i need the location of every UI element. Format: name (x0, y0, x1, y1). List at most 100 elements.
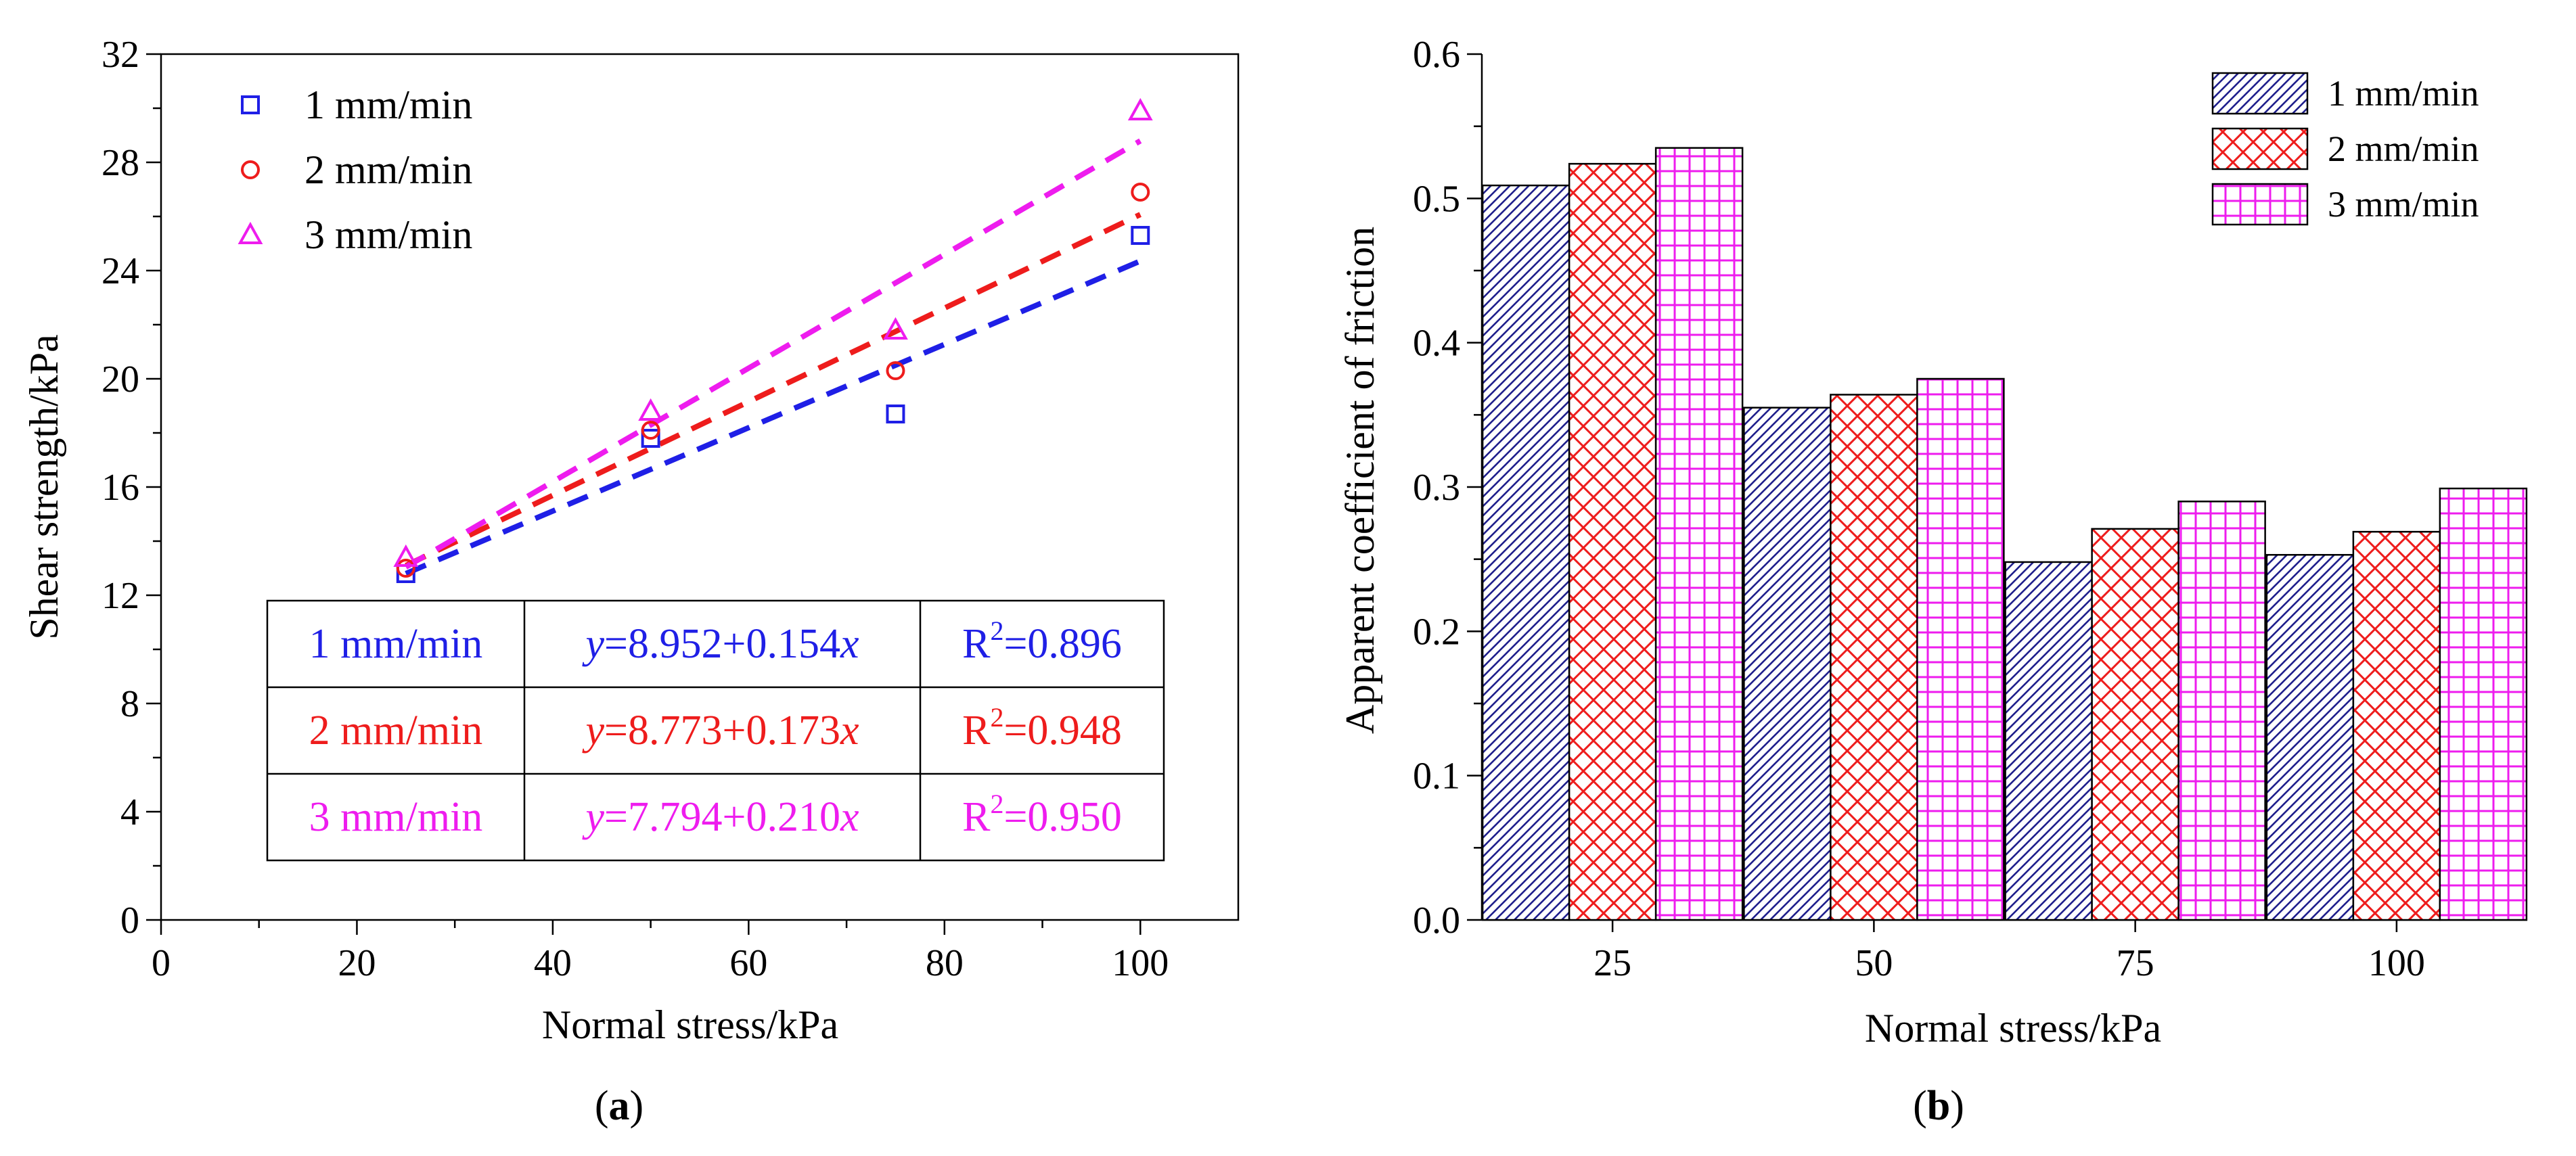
panel-a-y-axis-label: Shear strength/kPa (22, 334, 66, 640)
panel-b-y-tick-label: 0.5 (1413, 178, 1460, 220)
legend-marker-3-mm-min (238, 221, 263, 244)
panel-b-y-tick-label: 0.3 (1413, 467, 1460, 509)
bar-3-mm-min-75 (2177, 501, 2266, 921)
legend-marker-2-mm-min (241, 160, 260, 179)
fit-table-equation: y=8.773+0.173x (582, 708, 859, 754)
fit-eq-y: y (582, 794, 605, 840)
bar-1-mm-min-25 (1481, 184, 1571, 921)
data-point-1-mm-min (1131, 226, 1150, 245)
fit-line-1-mm-min (405, 258, 1142, 576)
panel-a-x-tick-label: 60 (729, 942, 767, 984)
fit-eq-body: =8.773+0.173 (604, 708, 840, 754)
data-point-1-mm-min (886, 404, 905, 423)
fit-r-value: =0.896 (1003, 621, 1121, 667)
fit-table-rate: 3 mm/min (309, 794, 483, 840)
panel-b-y-axis-label: Apparent coefficient of friction (1338, 227, 1382, 734)
panel-a-caption: (a) (595, 1083, 643, 1129)
panel-a-y-tick-label: 8 (120, 683, 139, 725)
fit-eq-x: x (840, 708, 859, 754)
fit-table-r-squared: R2=0.896 (962, 616, 1122, 667)
bar-2-mm-min-50 (1830, 394, 1918, 921)
panel-a-y-tick-label: 0 (120, 900, 139, 942)
fit-eq-x: x (840, 621, 859, 667)
panel-a-x-tick-label: 80 (926, 942, 964, 984)
fit-table-frame (266, 599, 1165, 862)
bar-1-mm-min-100 (2265, 554, 2355, 921)
fit-r-superscript: 2 (990, 702, 1003, 733)
panel-a-x-tick-label: 40 (534, 942, 572, 984)
legend-label: 2 mm/min (2328, 129, 2479, 169)
fit-line-2-mm-min (405, 212, 1142, 568)
fit-r-label: R (962, 621, 991, 667)
bar-2-mm-min-75 (2091, 528, 2179, 921)
panel-a-y-tick-label: 32 (101, 34, 139, 76)
data-point-2-mm-min (1131, 183, 1150, 202)
fit-r-value: =0.950 (1003, 794, 1121, 840)
bar-1-mm-min-50 (1743, 407, 1832, 921)
data-point-2-mm-min (641, 421, 660, 440)
panel-b-y-tick-label: 0.2 (1413, 611, 1460, 653)
data-point-1-mm-min (641, 429, 660, 448)
panel-a-y-tick-label: 28 (101, 142, 139, 184)
bar-2-mm-min-100 (2352, 530, 2441, 921)
panel-b-x-axis-label: Normal stress/kPa (1865, 1006, 2161, 1050)
panel-a-legend: 1 mm/min 2 mm/min 3 mm/min (238, 83, 472, 257)
panel-b-y-tick-label: 0.6 (1413, 34, 1460, 76)
fit-eq-y: y (582, 708, 605, 754)
fit-table-r-squared: R2=0.950 (962, 789, 1122, 840)
fit-r-superscript: 2 (990, 789, 1003, 819)
data-point-2-mm-min (396, 559, 415, 578)
panel-b-x-tick-label: 75 (2117, 942, 2154, 984)
bar-3-mm-min-25 (1654, 147, 1744, 921)
fit-r-superscript: 2 (990, 616, 1003, 646)
panel-a-fit-lines (404, 138, 1142, 576)
data-point-3-mm-min (393, 544, 419, 567)
panel-a-y-tick-label: 12 (101, 575, 139, 617)
data-point-3-mm-min (1127, 97, 1153, 120)
panel-a-axes: 0 20 40 60 80 100 0 4 8 12 16 20 24 28 32 (101, 34, 1240, 984)
panel-a-x-axis-label: Normal stress/kPa (542, 1002, 838, 1047)
legend-marker-1-mm-min (241, 95, 260, 114)
panel-b-y-tick-label: 0.1 (1413, 756, 1460, 797)
fit-r-value: =0.948 (1003, 708, 1121, 754)
panel-a-points (393, 97, 1153, 583)
fit-line-3-mm-min (404, 138, 1142, 570)
panel-a-y-tick-label: 20 (101, 359, 139, 400)
fit-table-equation: y=8.952+0.154x (582, 621, 859, 667)
panel-b-y-tick-label: 0.4 (1413, 323, 1460, 365)
panel-b-bar-chart: 0.0 0.1 0.2 0.3 0.4 0.5 0.6 25 50 75 100 1 mm/min 2… (1338, 34, 2528, 1129)
panel-b-x-tick-label: 50 (1855, 942, 1893, 984)
panel-a-y-tick-label: 24 (101, 250, 139, 292)
panel-b-x-tick-label: 100 (2368, 942, 2425, 984)
legend-swatch-1-mm-min (2211, 72, 2309, 115)
bar-3-mm-min-50 (1916, 377, 2005, 921)
data-point-3-mm-min (638, 398, 664, 421)
fit-r-label: R (962, 794, 991, 840)
fit-eq-y: y (582, 621, 605, 667)
fit-table-equation: y=7.794+0.210x (582, 794, 859, 840)
panel-a-x-tick-label: 100 (1112, 942, 1169, 984)
panel-b-bars (1481, 147, 2528, 921)
panel-b-caption-letter: b (1927, 1083, 1950, 1129)
legend-label: 3 mm/min (304, 212, 472, 257)
fit-table-r-squared: R2=0.948 (962, 702, 1122, 754)
panel-b-x-tick-label: 25 (1594, 942, 1631, 984)
bar-3-mm-min-100 (2439, 487, 2528, 921)
panel-a-x-tick-label: 0 (152, 942, 171, 984)
fit-eq-body: =7.794+0.210 (604, 794, 840, 840)
bar-1-mm-min-75 (2004, 561, 2093, 921)
legend-label: 1 mm/min (2328, 73, 2479, 114)
fit-r-label: R (962, 708, 991, 754)
panel-b-caption: (b) (1913, 1083, 1964, 1129)
legend-label: 3 mm/min (2328, 184, 2479, 225)
panel-a-y-tick-label: 4 (120, 791, 139, 833)
fit-table-rate: 1 mm/min (309, 621, 483, 667)
panel-a-y-tick-label: 16 (101, 467, 139, 509)
panel-b-legend: 1 mm/min 2 mm/min 3 mm/min (2211, 72, 2479, 226)
legend-label: 2 mm/min (304, 147, 472, 192)
fit-eq-body: =8.952+0.154 (604, 621, 840, 667)
data-point-3-mm-min (883, 317, 908, 340)
fit-table-rate: 2 mm/min (309, 708, 483, 754)
